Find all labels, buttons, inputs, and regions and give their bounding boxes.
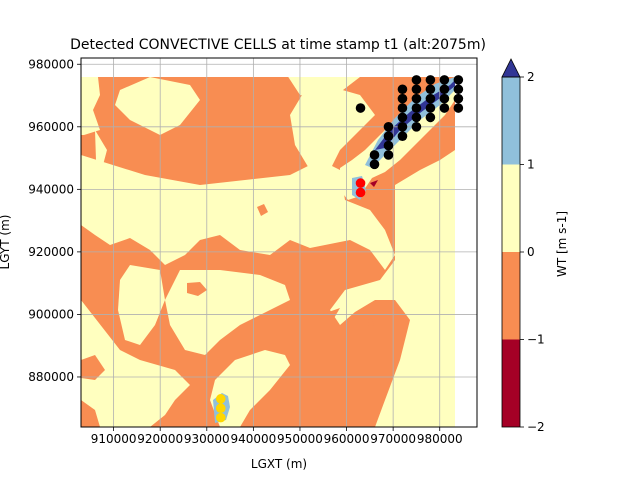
y-tick-label: 940000 <box>28 182 74 196</box>
cell-marker <box>411 93 422 104</box>
x-tick-label: 910000 <box>91 432 137 446</box>
contour-region-positive <box>81 77 100 135</box>
x-axis-label: LGXT (m) <box>251 457 307 471</box>
colorbar-segment <box>502 77 520 165</box>
cell-marker <box>397 103 408 113</box>
y-tick-label: 980000 <box>28 57 74 71</box>
contour-region-positive <box>81 155 395 270</box>
contour-region-positive <box>95 130 107 165</box>
colorbar-label: WT [m s-1] <box>555 211 569 277</box>
colorbar-tick-label: 2 <box>527 70 535 84</box>
y-tick-label: 900000 <box>28 307 74 321</box>
cell-marker <box>411 84 422 95</box>
contour-region-positive <box>118 265 165 345</box>
colorbar-segment <box>502 164 520 252</box>
cell-marker <box>355 187 366 198</box>
cell-marker <box>439 75 450 85</box>
detected-cells <box>215 75 464 423</box>
chart-title: Detected CONVECTIVE CELLS at time stamp … <box>70 37 486 53</box>
contour-region-negative <box>368 318 374 326</box>
cell-marker <box>411 112 422 123</box>
cell-marker <box>369 159 380 170</box>
contour-region-negative <box>81 355 105 380</box>
cell-marker <box>439 103 450 113</box>
contour-region-negative <box>300 308 340 338</box>
cell-marker <box>425 112 436 123</box>
cell-marker <box>397 112 408 123</box>
x-tick-label: 960000 <box>324 432 370 446</box>
y-axis: 880000 900000 920000 940000 960000 980000 <box>28 57 81 384</box>
colorbar-segment <box>502 252 520 340</box>
contour-region-negative <box>257 204 268 216</box>
grid-lines <box>81 58 477 427</box>
colorbar-tick-label: −2 <box>527 420 545 434</box>
contour-region-positive <box>81 300 190 427</box>
y-tick-label: 920000 <box>28 245 74 259</box>
cell-marker <box>397 93 408 104</box>
cell-marker <box>425 84 436 95</box>
x-tick-label: 930000 <box>184 432 230 446</box>
cell-marker <box>215 412 226 423</box>
cell-marker <box>383 140 394 151</box>
cell-marker <box>215 394 226 404</box>
cell-marker <box>439 84 450 95</box>
colorbar-extend-arrow <box>501 58 521 78</box>
axes-frame <box>80 57 478 428</box>
cell-marker <box>369 150 380 160</box>
x-tick-label: 940000 <box>230 432 276 446</box>
colorbar-tick-label: 0 <box>527 245 535 259</box>
contour-region-negative-strong <box>370 180 378 187</box>
contour-region-positive <box>115 77 200 135</box>
cell-marker <box>355 178 366 188</box>
cell-marker <box>453 103 464 113</box>
cell-marker <box>215 403 226 414</box>
cell-marker <box>425 75 436 85</box>
cell-marker <box>383 121 394 132</box>
cell-marker <box>453 93 464 104</box>
cell-marker <box>383 150 394 160</box>
cell-marker <box>411 75 422 85</box>
cell-marker <box>411 103 422 113</box>
cell-marker <box>425 103 436 113</box>
contour-region-negative <box>187 282 207 296</box>
cell-marker <box>397 84 408 95</box>
cell-marker <box>355 103 366 113</box>
y-tick-label: 960000 <box>28 120 74 134</box>
cell-marker <box>411 121 422 132</box>
contour-region-positive <box>210 350 290 427</box>
contour-region-positive <box>330 150 455 427</box>
y-axis-label: LGYT (m) <box>0 215 12 270</box>
colorbar-tick-label: −1 <box>527 333 545 347</box>
x-tick-label: 920000 <box>137 432 183 446</box>
cell-marker <box>453 84 464 95</box>
cell-marker <box>453 75 464 85</box>
y-tick-label: 880000 <box>28 370 74 384</box>
colorbar-segment <box>502 339 520 427</box>
cell-marker <box>439 93 450 104</box>
cell-marker <box>397 131 408 141</box>
contour-region-positive <box>290 85 375 170</box>
colorbar-tick-label: 1 <box>527 158 535 172</box>
cell-marker <box>425 93 436 104</box>
x-tick-label: 950000 <box>277 432 323 446</box>
x-tick-label: 980000 <box>417 432 463 446</box>
colorbar: −2 −1 0 1 2 <box>501 58 545 434</box>
x-tick-label: 970000 <box>370 432 416 446</box>
x-axis: 910000 920000 930000 940000 950000 960000 9700… <box>91 427 463 446</box>
cell-marker <box>383 131 394 141</box>
cell-marker <box>397 121 408 132</box>
